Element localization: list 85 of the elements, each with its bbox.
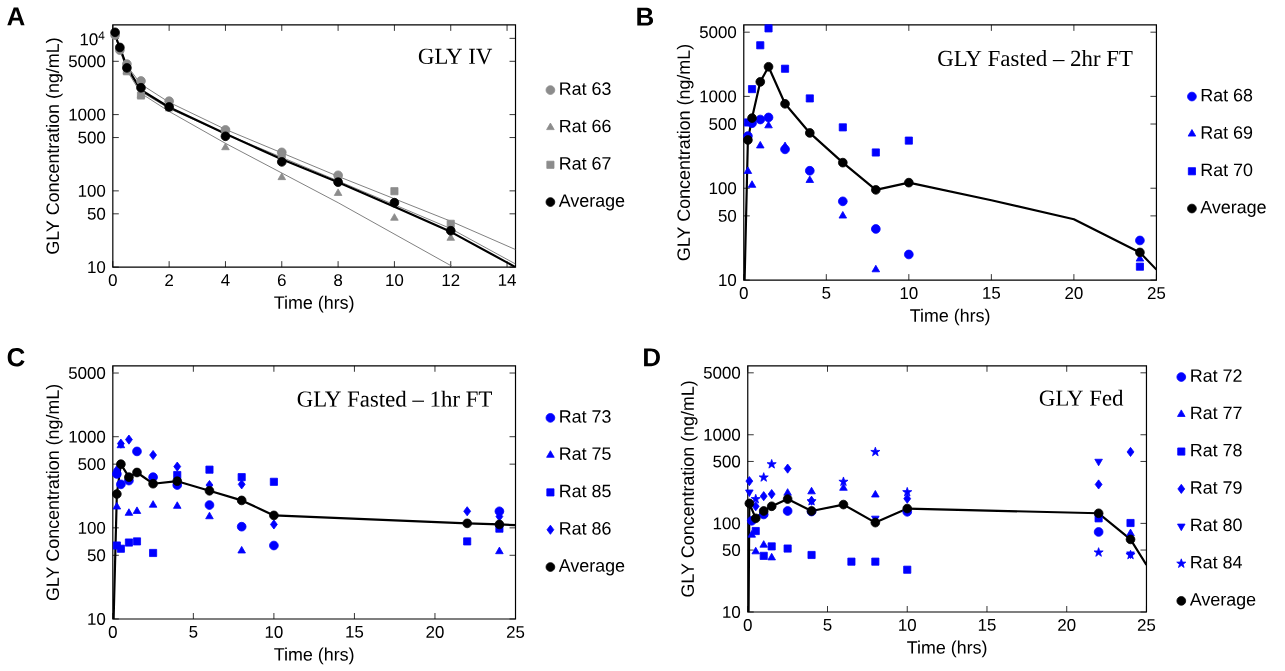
x-tick-label: 5 [822,287,831,299]
legend-label: Rat 63 [560,82,611,96]
y-tick-label: 1000 [704,428,741,441]
y-tick-label: 50 [722,544,741,557]
x-tick-label: 10 [899,619,916,632]
legend-label: Rat 66 [560,119,611,133]
y-tick-label: 5000 [68,55,106,68]
x-tick-label: 5 [823,619,832,631]
x-tick-label: 15 [346,626,364,638]
text: GLY IV [418,48,493,65]
y-tick-label: 5000 [68,367,106,380]
x-tick-label: 20 [1058,619,1076,632]
legend-label: Rat 67 [560,157,611,170]
x-tick-label: 25 [506,626,525,639]
legend-label: Rat 72 [1191,369,1242,383]
y-tick-label: 500 [78,131,106,144]
x-tick-label: 8 [334,274,343,287]
y-tick-label: 500 [78,458,106,471]
text: D [644,348,660,367]
legend-label: Rat 78 [1191,443,1242,457]
x-tick-label: 2 [165,274,173,286]
x-tick-label: 15 [978,619,996,631]
y-tick-label: 1000 [700,90,737,103]
y-tick-label: 10 [723,606,741,619]
x-axis-title: Time (hrs) [274,647,354,665]
x-tick-label: 0 [108,274,117,287]
y-tick-label: 50 [718,209,737,222]
x-tick-label: 10 [265,626,283,639]
y-axis-title: GLY Concentration (ng/mL) [676,45,694,261]
legend-label: Average [558,194,625,211]
x-tick-label: 14 [498,274,516,286]
y-tick-label: 5000 [703,366,741,379]
y-tick-label: 50 [87,549,106,562]
y-tick-label: 100 [713,517,741,530]
x-tick-label: 20 [426,626,444,639]
x-tick-label: 10 [386,274,404,287]
y-tick-label: 1000 [69,108,106,121]
y-tick-label: 500 [709,118,737,131]
legend-label: Rat 79 [1191,481,1242,494]
x-tick-label: 0 [743,619,752,632]
y-tick-label: 5000 [699,26,737,39]
x-tick-label: 10 [900,287,918,300]
y-axis-title: GLY Concentration (ng/mL) [680,381,698,597]
legend-label: Rat 84 [1191,555,1242,569]
x-axis-title: Time (hrs) [907,640,987,658]
y-tick-label: 10 [88,261,106,274]
x-tick-label: 4 [221,274,230,286]
y-tick-label: 100 [78,184,106,197]
x-tick-label: 25 [1147,287,1166,300]
legend-label: Rat 70 [1201,163,1253,177]
x-tick-label: 5 [189,626,198,638]
legend-label: Average [1200,200,1266,217]
x-tick-label: 15 [983,287,1001,299]
legend-label: Rat 85 [560,484,611,498]
legend-label: Rat 69 [1201,126,1253,139]
y-axis-title: GLY Concentration (ng/mL) [45,38,63,254]
text: C [7,348,25,367]
x-tick-label: 0 [108,626,117,639]
text: B [637,7,654,26]
legend-label: Rat 73 [560,410,611,423]
legend-label: Rat 86 [560,522,611,535]
legend-label: Rat 77 [1191,406,1242,420]
legend-label: Average [1189,593,1256,610]
y-tick-label: 100 [78,521,106,534]
y-tick-label: 10$^{4}$ [80,31,105,46]
x-tick-label: 12 [442,274,460,286]
x-tick-label: 6 [277,274,286,287]
text: GLY Fasted – 2hr FT [938,50,1133,67]
text: A [7,7,25,26]
legend-label: Rat 75 [560,447,611,461]
legend-label: Rat 80 [1191,518,1242,532]
y-axis-title: GLY Concentration (ng/mL) [45,384,63,601]
text: GLY Fed [1039,389,1124,406]
x-axis-title: Time (hrs) [274,295,354,313]
x-axis-title: Time (hrs) [910,308,990,326]
legend-label: Rat 68 [1201,88,1253,102]
y-tick-label: 500 [713,455,741,468]
y-tick-label: 1000 [69,430,106,443]
y-tick-label: 50 [87,207,106,220]
x-tick-label: 0 [739,287,748,300]
text: GLY Fasted – 1hr FT [297,390,492,407]
x-tick-label: 20 [1065,287,1083,300]
y-tick-label: 100 [709,182,737,195]
legend-label: Average [558,559,625,576]
x-tick-label: 25 [1137,619,1156,632]
